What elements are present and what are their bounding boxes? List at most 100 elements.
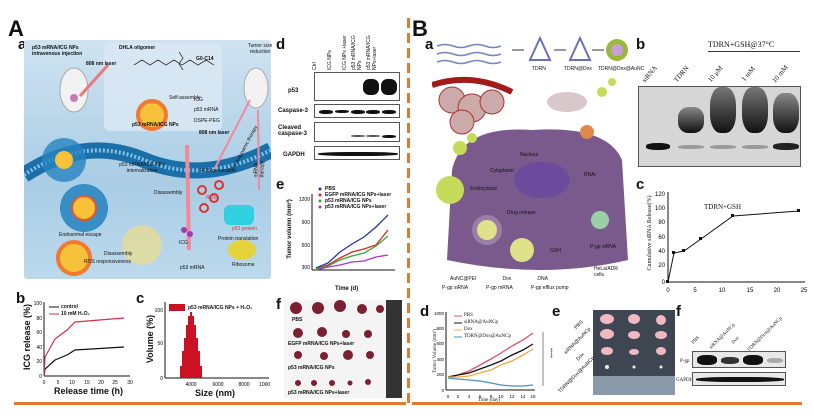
step-label: TDRN@Dox@AuNC — [598, 66, 645, 72]
svg-text:5: 5 — [693, 288, 697, 294]
legend-item: TDRN@Dox@AuNCp — [464, 334, 511, 339]
svg-text:40: 40 — [658, 249, 665, 255]
gel-header: TDRN+GSH@37°C — [708, 40, 775, 49]
panel-label-A: A — [8, 16, 24, 41]
svg-text:6: 6 — [479, 394, 482, 399]
y-axis-label: Tumor volumn (mm³) — [287, 199, 293, 259]
label-mrna-therapy: mRNA therapy — [253, 160, 266, 178]
svg-text:1000: 1000 — [434, 311, 445, 316]
svg-text:20: 20 — [98, 380, 104, 386]
svg-text:60: 60 — [36, 330, 42, 336]
gel-header-rule — [708, 51, 800, 52]
label-laser-top: 808 nm laser — [86, 61, 117, 67]
svg-text:0: 0 — [160, 376, 163, 382]
lane-label: PBS — [691, 335, 702, 346]
group-label: p53 mRNA/ICG NPs — [288, 365, 335, 371]
blot-row-label: GAPDH — [283, 152, 305, 158]
legend-item: P-gp mRNA — [486, 285, 513, 291]
svg-text:50: 50 — [157, 341, 163, 347]
lane-label: 1 mM — [739, 64, 757, 84]
svg-text:30: 30 — [127, 380, 133, 386]
svg-text:10000: 10000 — [259, 382, 270, 388]
svg-text:10: 10 — [719, 288, 726, 294]
svg-text:10: 10 — [69, 380, 75, 386]
svg-text:4: 4 — [468, 394, 471, 399]
lane-label: p53 mRNA/ICG NPs — [351, 35, 363, 70]
legend-row-1: AuNC@PEI Dox DNA — [450, 276, 548, 282]
subpanel-label-Aa: a — [18, 36, 27, 53]
label-ros: ROS — [206, 195, 217, 201]
legend-row-2: P-gp siRNA P-gp mRNA P-gp efflux pump — [442, 285, 569, 291]
blot-row-label: p53 — [288, 88, 299, 94]
panel-divider — [407, 18, 410, 406]
label-g0c14: G0-C14 — [196, 56, 214, 62]
legend-item: DNA — [537, 276, 548, 282]
svg-text:0: 0 — [43, 380, 46, 386]
legend-item: p53 mRNA/ICG NPs+laser — [325, 204, 387, 210]
svg-text:20: 20 — [658, 263, 665, 269]
label-nps: p53 mRNA/ICG NPs — [132, 122, 179, 128]
svg-text:100: 100 — [155, 308, 164, 314]
lane-label: p53 mRNA/ICG NPs+laser — [366, 35, 378, 70]
svg-text:0: 0 — [447, 394, 450, 399]
lane-label: Dox — [731, 335, 741, 346]
svg-text:80: 80 — [658, 220, 665, 226]
group-label: p53 mRNA/ICG NPs+laser — [288, 390, 350, 396]
svg-text:400: 400 — [436, 357, 444, 362]
lane-label: 10 μM — [706, 64, 725, 84]
chart-B-c: 120 100 80 60 40 20 0 0 5 10 15 20 25 TDRN+GSH Cumu… — [640, 186, 810, 296]
label-dhla: DHLA oligomer — [119, 45, 156, 51]
svg-text:15: 15 — [747, 288, 754, 294]
chart-A-e: 1200 900 600 300 PBS EGFP mRNA/ICG NPs+lase… — [280, 186, 400, 278]
svg-text:15: 15 — [84, 380, 90, 386]
blot-gapdh — [314, 146, 400, 160]
lane-label: TDRN@Dox@AuNCp — [746, 316, 784, 354]
subpanel-label-Ab: b — [16, 290, 26, 307]
step-label: TDRN — [532, 66, 546, 72]
blot-row-label: GAPDH — [676, 378, 694, 383]
svg-text:12: 12 — [509, 394, 515, 399]
legend-item: AuNC@PEI — [450, 276, 477, 282]
svg-text:900: 900 — [302, 220, 311, 226]
svg-text:100: 100 — [34, 301, 43, 307]
panel-label-B: B — [412, 16, 428, 41]
blot-row-label: Caspase-3 — [278, 108, 309, 114]
label-endosomal: Endosomal escape — [59, 232, 102, 238]
label-drug-release: Drug release — [507, 210, 536, 216]
y-axis-label: Cumulative siRNA Release(%) — [647, 195, 653, 271]
y-axis-label: Tumor Volume (mm³) — [433, 329, 438, 373]
photo-group-labels: PBS siRNA@AuNCp Dox TDRN@Dox@AuNCp — [552, 319, 596, 394]
bottom-rule-b — [412, 402, 802, 405]
schematic-A-a-art — [19, 43, 275, 276]
subpanel-label-Be: e — [552, 303, 561, 320]
svg-text:20: 20 — [774, 288, 781, 294]
svg-text:16: 16 — [530, 394, 536, 399]
lane-label: siRNA@AuNCp — [708, 322, 737, 351]
label-cells: HeLa/ADR cells — [594, 266, 618, 278]
x-axis-label: Time (d) — [335, 286, 359, 292]
group-label: Dox — [575, 351, 586, 363]
lane-label: TDRN — [672, 64, 691, 84]
chart-A-b: 100 80 60 40 20 0 0 5 10 15 20 25 30 control 10 mM … — [22, 300, 134, 400]
group-label: PBS — [292, 317, 303, 323]
label-icg-legend: ICG — [194, 97, 203, 103]
svg-text:80: 80 — [36, 316, 42, 322]
subpanel-label-Bd: d — [420, 303, 430, 320]
svg-text:8: 8 — [490, 394, 493, 399]
group-label: PBS — [573, 319, 585, 331]
legend-item: Dox — [464, 327, 473, 332]
label-disassembly-1: Disassembly — [154, 190, 183, 196]
group-label: EGFP mRNA/ICG NPs+laser — [288, 341, 355, 347]
svg-text:25: 25 — [801, 288, 808, 294]
subpanel-label-Bb: b — [636, 36, 646, 53]
schematic-B-a: TDRN TDRN@Dox TDRN@Dox@AuNC Nucleus Cyto… — [431, 30, 644, 292]
label-ros-generation: ROS generation — [200, 168, 236, 174]
subpanel-label-Bc: c — [636, 176, 645, 193]
svg-text:20: 20 — [36, 359, 42, 365]
subpanel-label-Ae: e — [276, 176, 285, 193]
svg-text:0: 0 — [666, 288, 670, 294]
label-gsh: GSH — [550, 248, 561, 254]
label-laser-mid: 808 nm laser — [199, 130, 230, 136]
blot-gapdh-B — [692, 372, 786, 386]
label-tumor-reduction: Tumor size reduction — [247, 43, 273, 55]
